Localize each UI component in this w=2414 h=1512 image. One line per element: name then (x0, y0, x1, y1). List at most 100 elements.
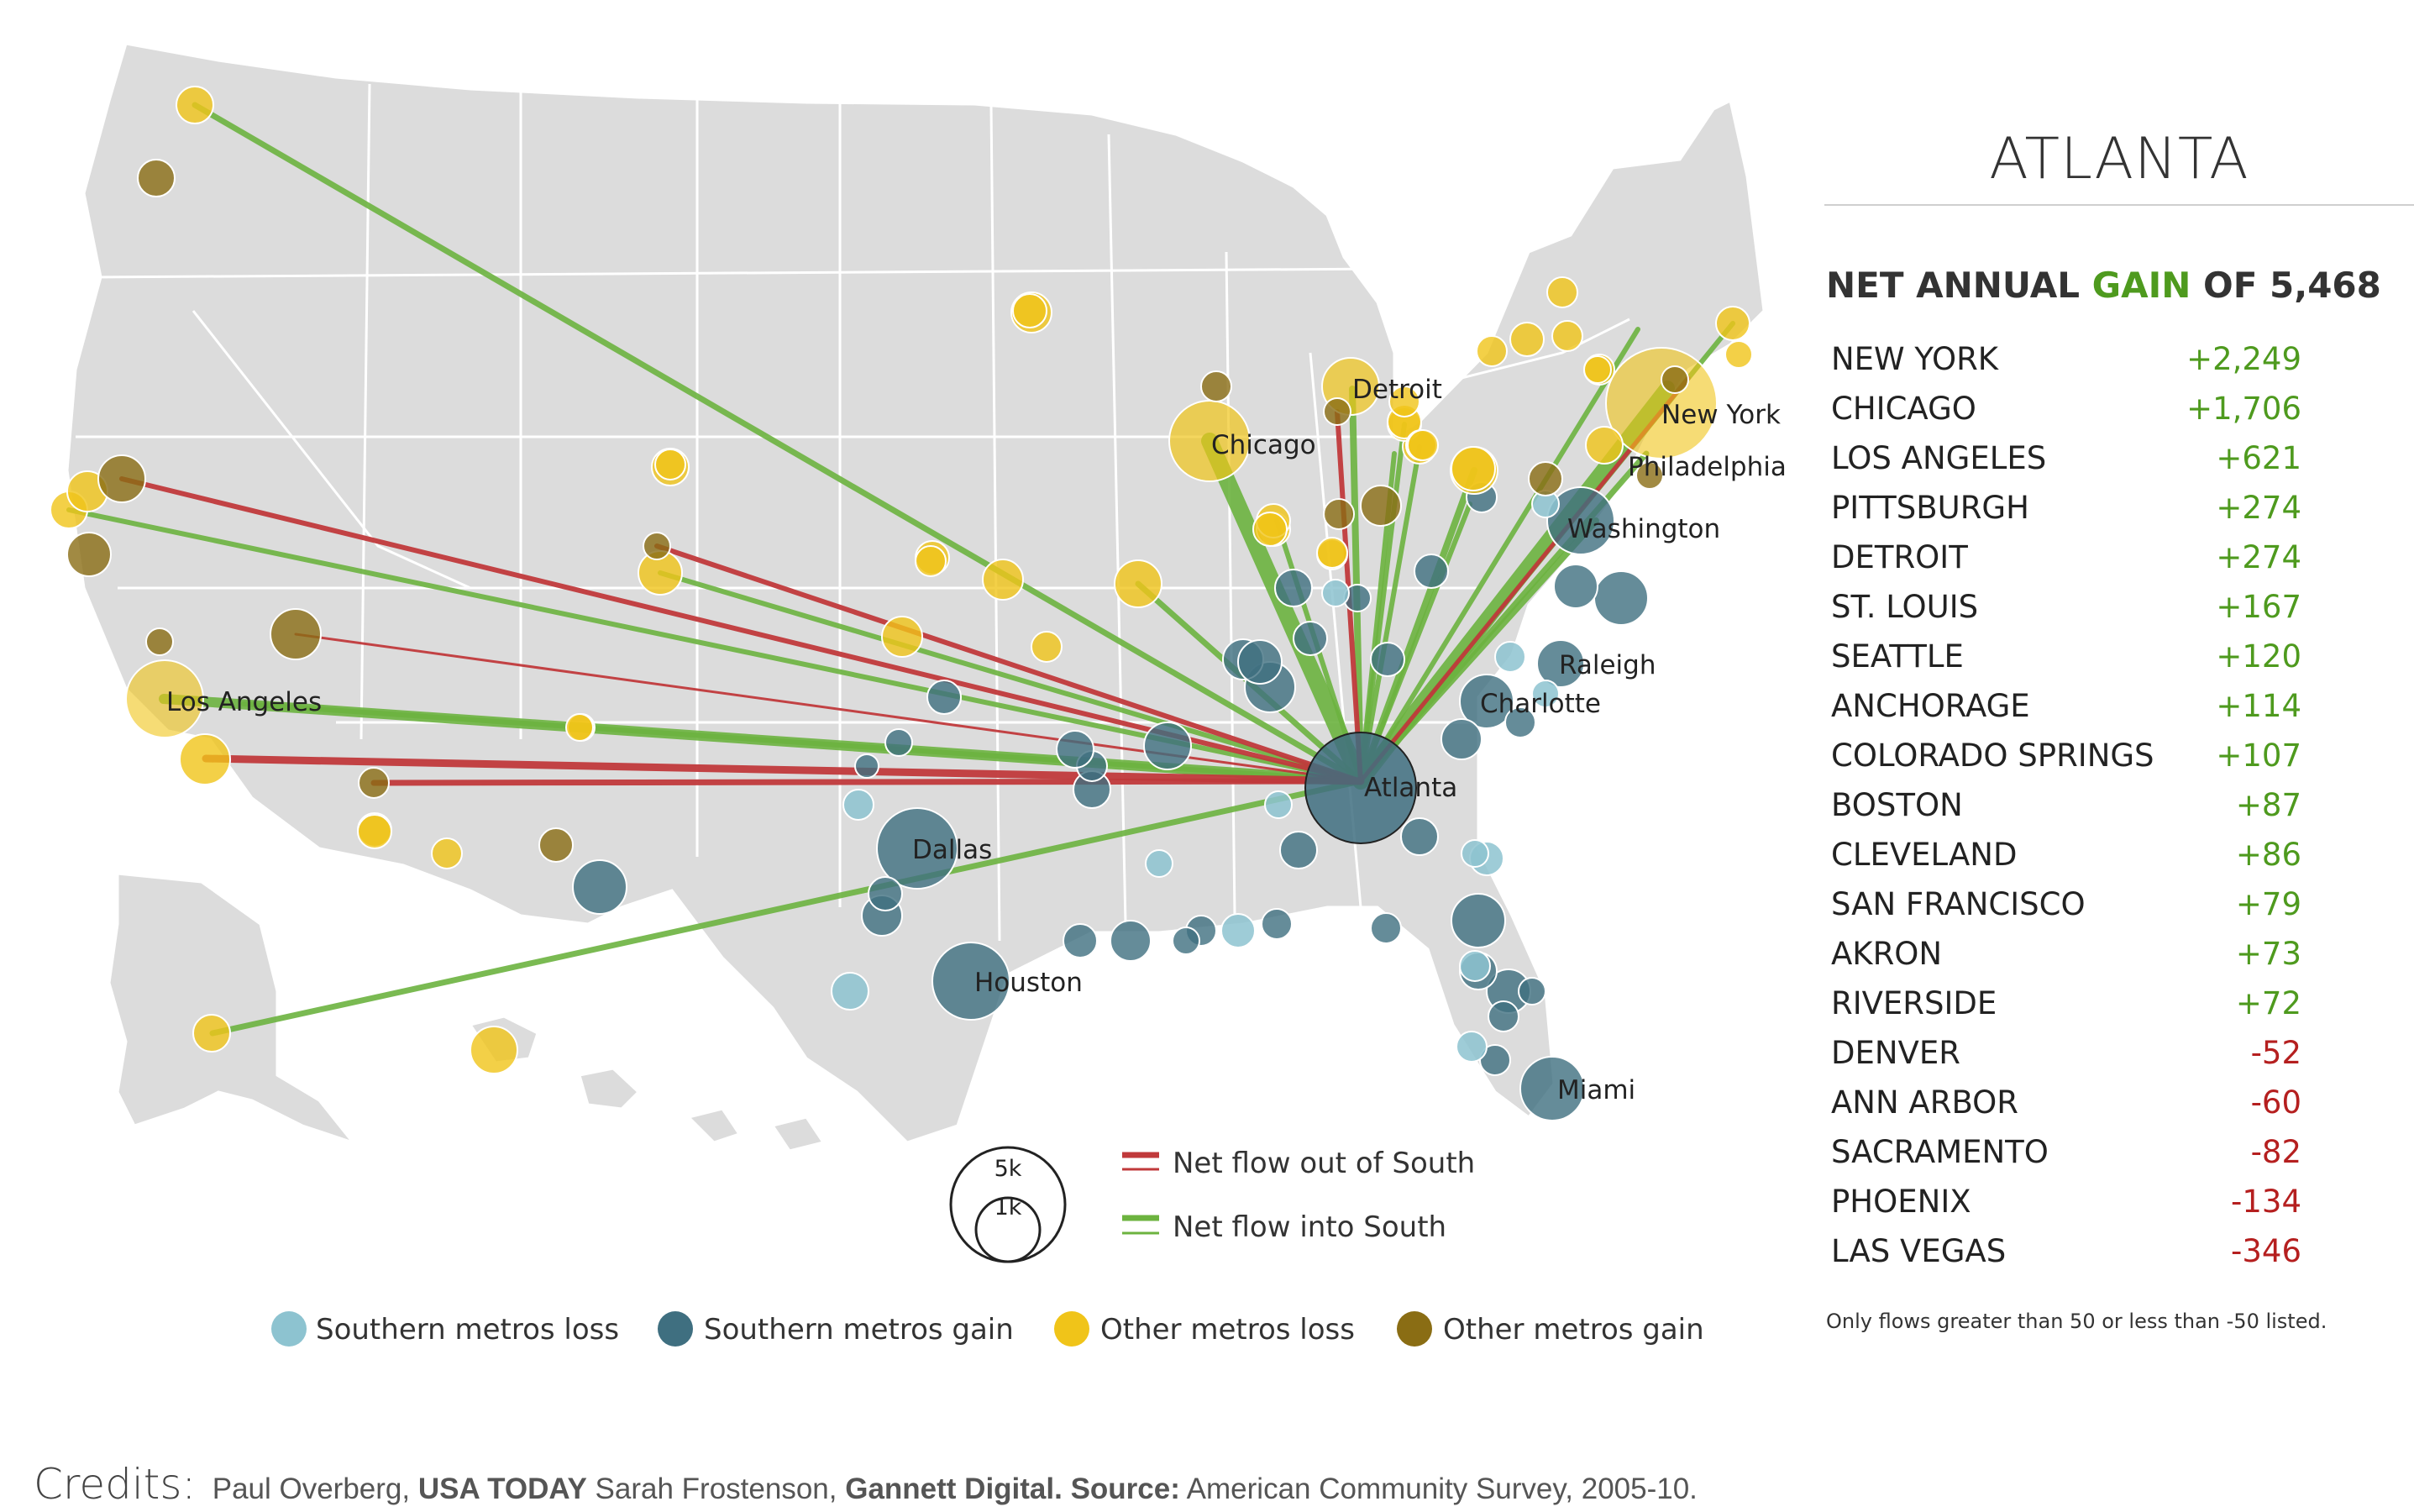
metro-circle-denver (643, 532, 671, 560)
metro-circle-ny2 (1583, 355, 1612, 384)
metro-circle-birmingham (1279, 831, 1318, 869)
border-line (92, 267, 1387, 279)
size-scale: 5k 1k (949, 1146, 1067, 1263)
scale-label-5k: 5k (994, 1156, 1022, 1182)
metro-circle-harrisburg (1528, 461, 1563, 496)
legend-flow-in-label: Net flow into South (1173, 1210, 1446, 1244)
credits-line: Credits: Paul Overberg, USA TODAY Sarah … (34, 1460, 1698, 1509)
credits-author-1: Paul Overberg, (212, 1473, 418, 1505)
credits-source-text: American Community Survey, 2005-10. (1179, 1473, 1698, 1505)
city-label-new-york: New York (1661, 400, 1781, 430)
metro-circle-new-york (1605, 347, 1718, 459)
metro-circle-tucson-gain (538, 827, 574, 863)
credits-source-label: . Source: (1054, 1473, 1180, 1505)
flow-metro-value: -60 (2250, 1084, 2301, 1121)
city-label-dallas: Dallas (912, 835, 992, 865)
flow-metro-name: PHOENIX (1831, 1183, 1971, 1220)
metro-circle-washington (1546, 486, 1615, 555)
metro-detail-panel: ATLANTA NET ANNUAL GAIN OF 5,468 NEW YOR… (1824, 126, 2414, 1333)
headline-prefix: NET ANNUAL (1826, 265, 2092, 306)
metro-circle-milwaukee2 (1388, 386, 1420, 417)
metro-circle-ark (1237, 639, 1283, 685)
metro-circle-boston (1715, 306, 1750, 341)
metro-circle-los-angeles (125, 659, 204, 738)
flow-metro-value: -82 (2250, 1133, 2301, 1170)
flow-table: NEW YORK +2,249 CHICAGO +1,706 LOS ANGELES +6… (1831, 334, 2301, 1276)
metro-circle-riverside (179, 733, 231, 785)
city-label-raleigh: Raleigh (1559, 650, 1656, 680)
border-line (192, 310, 471, 590)
credits-author-2: Sarah Frostenson, (586, 1473, 846, 1505)
flow-legend: Net flow out of South Net flow into Sout… (1122, 1147, 1475, 1244)
panel-title: ATLANTA (1824, 126, 2414, 206)
flow-metro-value: +167 (2216, 588, 2301, 625)
metro-circle-virginia-beach (1593, 570, 1649, 626)
flow-line-anchorage (209, 778, 1364, 1037)
metro-circle-ar2 (1056, 730, 1094, 769)
flow-metro-name: DENVER (1831, 1034, 1960, 1071)
flow-line-cleveland (1358, 444, 1422, 784)
flow-row: SEATTLE +120 (1831, 632, 2301, 681)
flow-row: COLORADO SPRINGS +107 (1831, 731, 2301, 780)
flow-metro-name: AKRON (1831, 935, 1943, 972)
border-line (1225, 251, 1236, 916)
metro-circle-atlanta (1304, 732, 1417, 844)
flow-row: ANCHORAGE +114 (1831, 681, 2301, 731)
metro-circle-springfield (1407, 429, 1439, 461)
border-line (989, 103, 1001, 942)
scale-label-1k: 1k (994, 1194, 1022, 1221)
metro-legend: Southern metros loss Southern metros gai… (271, 1311, 1704, 1347)
flow-row: LOS ANGELES +621 (1831, 433, 2301, 483)
metro-circle-tulsa-other (881, 616, 923, 658)
border-line (1107, 134, 1127, 925)
flow-metro-value: +2,249 (2186, 340, 2301, 377)
flow-row: CHICAGO +1,706 (1831, 384, 2301, 433)
metro-circle-anchorage (192, 1014, 231, 1053)
metro-circle-providence (1724, 340, 1753, 369)
metro-circle-southern-loss (1459, 950, 1491, 982)
metro-circle-fort-worth (868, 876, 903, 911)
flow-row: PHOENIX -134 (1831, 1177, 2301, 1226)
legend-other-loss-label: Other metros loss (1100, 1313, 1355, 1347)
net-gain-headline: NET ANNUAL GAIN OF 5,468 (1826, 265, 2414, 306)
legend-other-gain-label: Other metros gain (1443, 1313, 1704, 1347)
metro-circle-buffalo (1476, 335, 1508, 367)
hawaii-islands (468, 1015, 826, 1152)
flow-metro-value: +86 (2235, 836, 2301, 873)
city-labels: Detroit Chicago New York Philadelphia Wa… (166, 375, 1787, 1105)
flow-table-body: NEW YORK +2,249 CHICAGO +1,706 LOS ANGELES +6… (1831, 334, 2301, 1276)
city-label-philadelphia: Philadelphia (1628, 452, 1787, 482)
metro-circle-ok2 (854, 753, 879, 779)
metro-circle-raleigh (1536, 639, 1585, 688)
city-label-detroit: Detroit (1352, 375, 1442, 405)
flow-row: SAN FRANCISCO +79 (1831, 879, 2301, 929)
flow-row: ANN ARBOR -60 (1831, 1078, 2301, 1127)
flow-row: RIVERSIDE +72 (1831, 979, 2301, 1028)
metro-circle-louisville (1274, 569, 1313, 607)
flow-metro-name: PITTSBURGH (1831, 489, 2029, 526)
flow-metro-value: -52 (2250, 1034, 2301, 1071)
metro-circle-mobile (1261, 908, 1293, 940)
metro-circle-san-antonio (572, 859, 627, 915)
flow-metro-name: DETROIT (1831, 538, 1968, 575)
migration-map: Detroit Chicago New York Philadelphia Wa… (50, 42, 1787, 1347)
headline-gain-word: GAIN (2091, 265, 2191, 306)
flow-metro-value: +107 (2216, 737, 2301, 774)
flow-metro-value: +73 (2235, 935, 2301, 972)
flow-metro-name: CLEVELAND (1831, 836, 2018, 873)
metro-circle-st-louis (1114, 559, 1162, 608)
flow-row: LAS VEGAS -346 (1831, 1226, 2301, 1276)
metro-circle-madison (1200, 370, 1232, 402)
metro-circle-fargo (1012, 293, 1047, 328)
flow-row: NEW YORK +2,249 (1831, 334, 2301, 384)
metro-circle-pensacola (1370, 912, 1402, 944)
metro-circle-portland (137, 159, 176, 197)
metro-circle-southern-loss (1220, 913, 1256, 948)
legend-other-gain-swatch (1397, 1311, 1432, 1347)
metro-circle-phoenix (358, 767, 390, 799)
flow-line-denver (654, 543, 1363, 784)
flow-metro-value: +87 (2235, 786, 2301, 823)
metro-circle-honolulu (470, 1026, 518, 1074)
legend-other-loss-swatch (1054, 1311, 1089, 1347)
flow-line-colorado-springs (658, 570, 1363, 784)
